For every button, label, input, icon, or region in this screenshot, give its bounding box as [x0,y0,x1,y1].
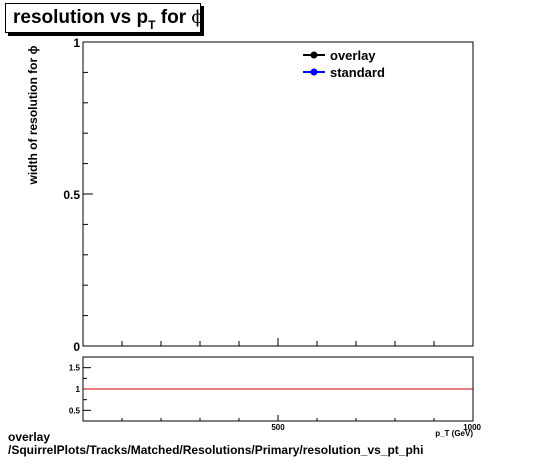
title-subscript: T [148,18,156,32]
main-plot: 10.50 [63,36,474,354]
footer-label: overlay [8,430,51,444]
title-prefix: resolution vs p [13,7,149,28]
footer: overlay /SquirrelPlots/Tracks/Matched/Re… [8,431,423,457]
main-plot-frame [82,41,474,347]
ratio-y-tick-label: 1.5 [69,364,81,373]
legend-label: standard [330,65,385,80]
y-tick-label: 0.5 [63,188,80,202]
legend: overlay standard [303,48,385,80]
legend-marker [310,51,318,59]
ratio-x-tick-label: 1000 [463,423,481,432]
y-tick-label: 1 [73,36,80,50]
ratio-y-tick-label: 0.5 [69,406,81,415]
legend-marker [310,68,318,76]
chart-title: resolution vs pT for ϕ [5,3,204,33]
title-mid: for [155,7,192,28]
x-axis-label: p_T (GeV) [435,429,473,438]
footer-path: /SquirrelPlots/Tracks/Matched/Resolution… [8,443,424,457]
title-greek: ϕ [191,7,204,28]
ratio-x-tick-label: 500 [271,423,285,432]
y-tick-label: 0 [73,340,80,354]
ratio-y-tick-label: 1 [76,385,81,394]
legend-label: overlay [330,48,376,63]
